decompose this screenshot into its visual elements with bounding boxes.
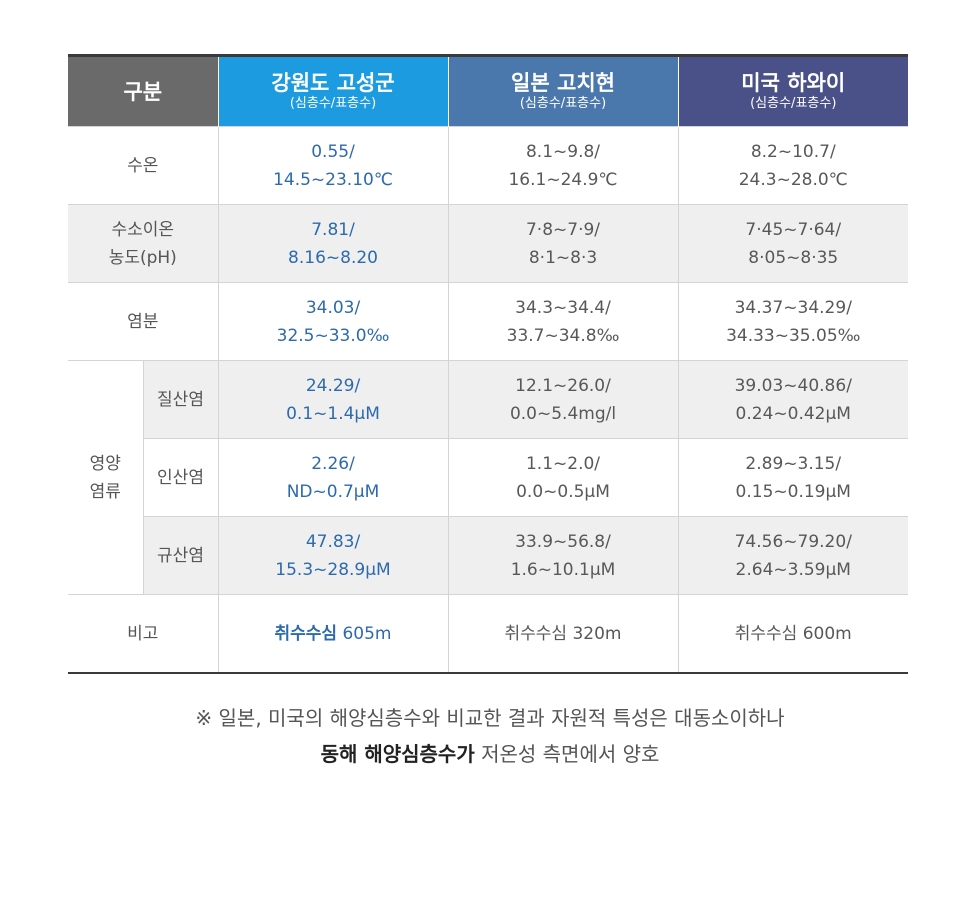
cell-kochi-silicate: 33.9~56.8/1.6~10.1μM <box>447 516 679 595</box>
row-label-salinity: 염분 <box>68 282 219 361</box>
cell-hawaii-phosphate: 2.89~3.15/0.15~0.19μM <box>677 438 909 517</box>
header-hawaii-title: 미국 하와이 <box>741 71 846 95</box>
header-kochi-title: 일본 고치현 <box>511 71 615 95</box>
table-header-row: 구분 강원도 고성군 (심층수/표층수) 일본 고치현 (심층수/표층수) 미국… <box>68 55 909 127</box>
row-label-remark: 비고 <box>68 594 219 674</box>
row-label-nutrients: 영양 염류 <box>68 360 143 595</box>
cell-hawaii-silicate: 74.56~79.20/2.64~3.59μM <box>677 516 909 595</box>
footnote-line-1: ※ 일본, 미국의 해양심층수와 비교한 결과 자원적 특성은 대동소이하나 <box>195 706 785 730</box>
table-row-salinity: 염분 34.03/32.5~33.0‰ 34.3~34.4/33.7~34.8‰… <box>68 282 909 361</box>
comparison-table: 구분 강원도 고성군 (심층수/표층수) 일본 고치현 (심층수/표층수) 미국… <box>68 54 909 674</box>
cell-kochi-temperature: 8.1~9.8/16.1~24.9℃ <box>447 126 679 205</box>
cell-kochi-phosphate: 1.1~2.0/0.0~0.5μM <box>447 438 679 517</box>
cell-goseong-phosphate: 2.26/ND~0.7μM <box>217 438 449 517</box>
cell-hawaii-temperature: 8.2~10.7/24.3~28.0℃ <box>677 126 909 205</box>
footnote: ※ 일본, 미국의 해양심층수와 비교한 결과 자원적 특성은 대동소이하나 동… <box>0 700 980 772</box>
cell-goseong-salinity: 34.03/32.5~33.0‰ <box>217 282 449 361</box>
table-row-ph: 수소이온 농도(pH) 7.81/8.16~8.20 7·8~7·9/8·1~8·… <box>68 204 909 283</box>
header-goseong: 강원도 고성군 (심층수/표층수) <box>217 55 449 127</box>
cell-kochi-ph: 7·8~7·9/8·1~8·3 <box>447 204 679 283</box>
row-label-nitrate: 질산염 <box>142 360 219 439</box>
footnote-line-2: 동해 해양심층수가 저온성 측면에서 양호 <box>320 742 660 766</box>
cell-goseong-silicate: 47.83/15.3~28.9μM <box>217 516 449 595</box>
cell-hawaii-ph: 7·45~7·64/8·05~8·35 <box>677 204 909 283</box>
table-row-silicate: 규산염 47.83/15.3~28.9μM 33.9~56.8/1.6~10.1… <box>68 516 909 595</box>
header-kochi: 일본 고치현 (심층수/표층수) <box>447 55 679 127</box>
row-label-silicate: 규산염 <box>142 516 219 595</box>
table-row-temperature: 수온 0.55/14.5~23.10℃ 8.1~9.8/16.1~24.9℃ 8… <box>68 126 909 205</box>
header-hawaii: 미국 하와이 (심층수/표층수) <box>677 55 909 127</box>
table-row-remark: 비고 취수수심 605m 취수수심 320m 취수수심 600m <box>68 594 909 674</box>
header-goseong-title: 강원도 고성군 <box>271 71 395 95</box>
row-label-temperature: 수온 <box>68 126 219 205</box>
cell-hawaii-salinity: 34.37~34.29/34.33~35.05‰ <box>677 282 909 361</box>
header-kochi-sub: (심층수/표층수) <box>519 96 607 111</box>
row-label-ph: 수소이온 농도(pH) <box>68 204 219 283</box>
cell-kochi-nitrate: 12.1~26.0/0.0~5.4mg/l <box>447 360 679 439</box>
header-hawaii-sub: (심층수/표층수) <box>750 96 837 111</box>
cell-goseong-temperature: 0.55/14.5~23.10℃ <box>217 126 449 205</box>
cell-kochi-salinity: 34.3~34.4/33.7~34.8‰ <box>447 282 679 361</box>
cell-goseong-remark: 취수수심 605m <box>217 594 449 674</box>
cell-kochi-remark: 취수수심 320m <box>447 594 679 674</box>
header-goseong-sub: (심층수/표층수) <box>289 96 377 111</box>
table-row-nitrate: 영양 염류 질산염 24.29/0.1~1.4μM 12.1~26.0/0.0~5… <box>68 360 909 595</box>
table-row-phosphate: 인산염 2.26/ND~0.7μM 1.1~2.0/0.0~0.5μM 2.89… <box>68 438 909 517</box>
header-category: 구분 <box>68 55 219 127</box>
cell-hawaii-nitrate: 39.03~40.86/0.24~0.42μM <box>677 360 909 439</box>
cell-hawaii-remark: 취수수심 600m <box>677 594 909 674</box>
cell-goseong-ph: 7.81/8.16~8.20 <box>217 204 449 283</box>
cell-goseong-nitrate: 24.29/0.1~1.4μM <box>217 360 449 439</box>
row-label-phosphate: 인산염 <box>142 438 219 517</box>
